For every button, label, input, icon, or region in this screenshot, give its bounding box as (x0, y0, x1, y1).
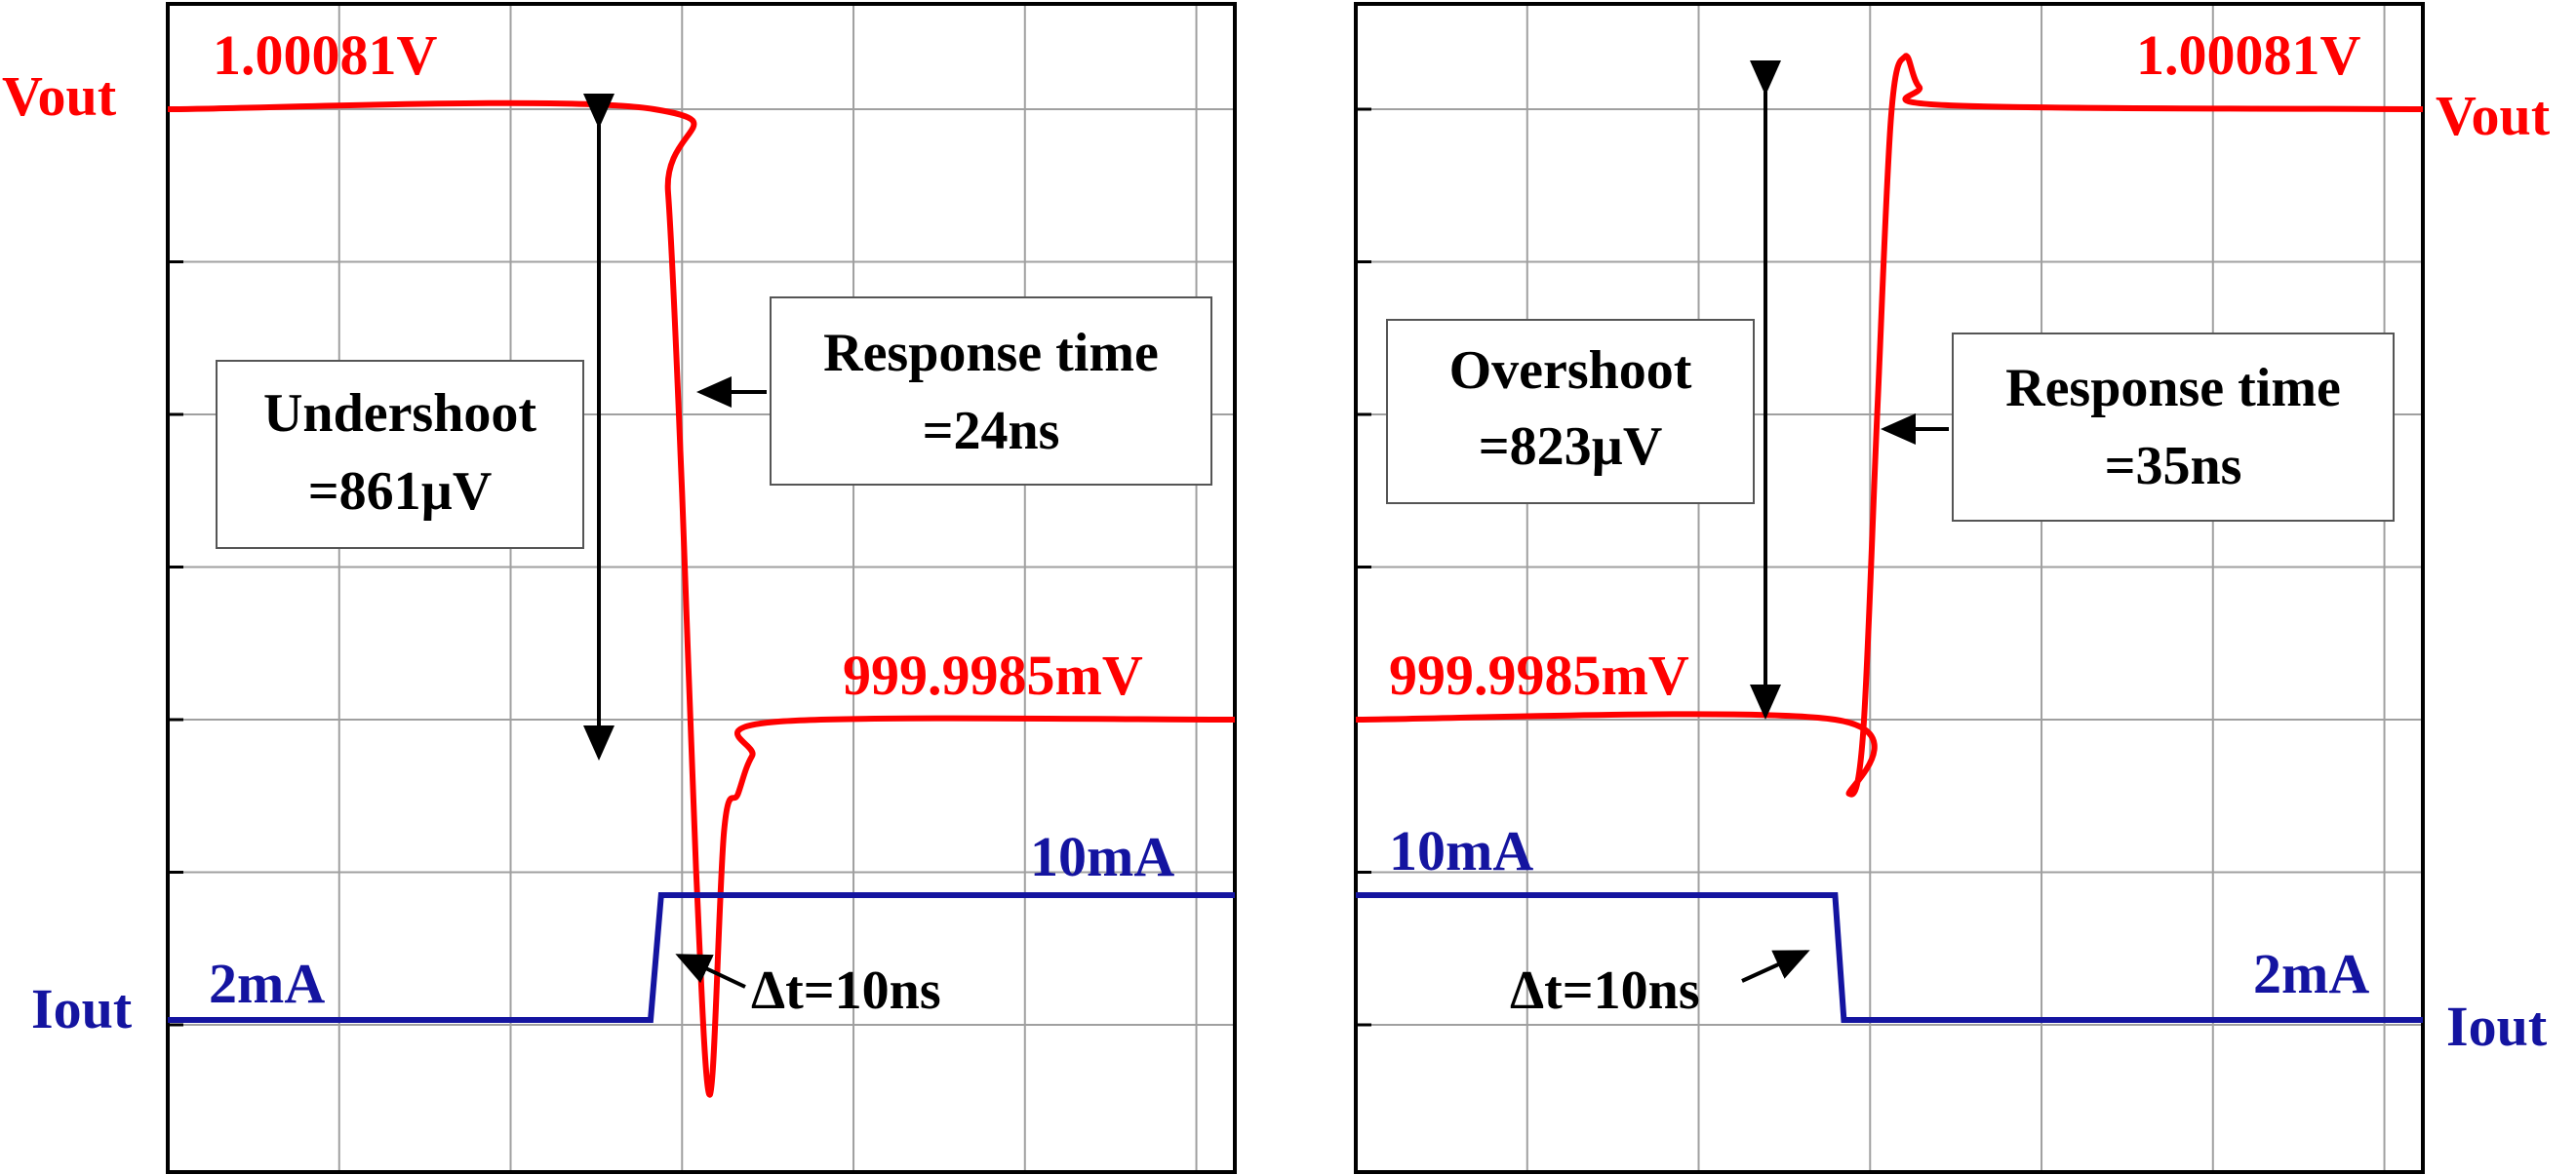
chart-panel-undershoot: Vout Iout 1.00081V 999.9985mV 10mA 2mA U… (2, 2, 1237, 1174)
v-low-label: 999.9985mV (1389, 644, 1689, 707)
i-low-label: 2mA (2253, 942, 2369, 1005)
chart-panel-overshoot: Vout Iout 1.00081V 999.9985mV 10mA 2mA O… (1354, 2, 2551, 1174)
iout-axis-label: Iout (2446, 995, 2548, 1058)
response-time-annotation-box (1952, 333, 2395, 522)
vout-axis-label: Vout (2436, 84, 2551, 147)
v-high-label: 1.00081V (2136, 23, 2361, 87)
vout-series-line (167, 99, 1236, 1098)
step-time-arrow (1741, 950, 1810, 983)
overshoot-annotation-box (1386, 319, 1755, 504)
iout-series-line (1356, 892, 2423, 1023)
iout-axis-label: Iout (31, 977, 133, 1040)
iout-series-line (168, 892, 1235, 1023)
step-time-arrow (675, 954, 746, 989)
response-time-label: Response time (2005, 358, 2341, 418)
plot-frame (166, 2, 1237, 1174)
v-low-label: 999.9985mV (843, 644, 1143, 707)
undershoot-value: =861µV (308, 461, 493, 522)
vout-axis-label: Vout (2, 64, 117, 128)
response-time-label: Response time (823, 323, 1159, 383)
v-high-label: 1.00081V (213, 23, 438, 87)
tick-marks (1356, 107, 1371, 1027)
i-high-label: 10mA (1389, 819, 1533, 882)
tick-marks (168, 107, 183, 1027)
step-time-label: Δt=10ns (751, 960, 941, 1021)
step-time-label: Δt=10ns (1510, 960, 1700, 1021)
i-high-label: 10mA (1030, 825, 1174, 888)
response-time-value: =35ns (2105, 436, 2242, 496)
vout-series-line (1355, 53, 2424, 798)
undershoot-label: Undershoot (263, 383, 536, 444)
undershoot-annotation-box (216, 360, 584, 549)
response-time-annotation-box (770, 296, 1212, 486)
overshoot-value: =823µV (1479, 416, 1663, 477)
i-low-label: 2mA (209, 952, 325, 1015)
response-time-value: =24ns (923, 401, 1060, 461)
overshoot-label: Overshoot (1449, 340, 1692, 401)
plot-frame (1354, 2, 2425, 1174)
